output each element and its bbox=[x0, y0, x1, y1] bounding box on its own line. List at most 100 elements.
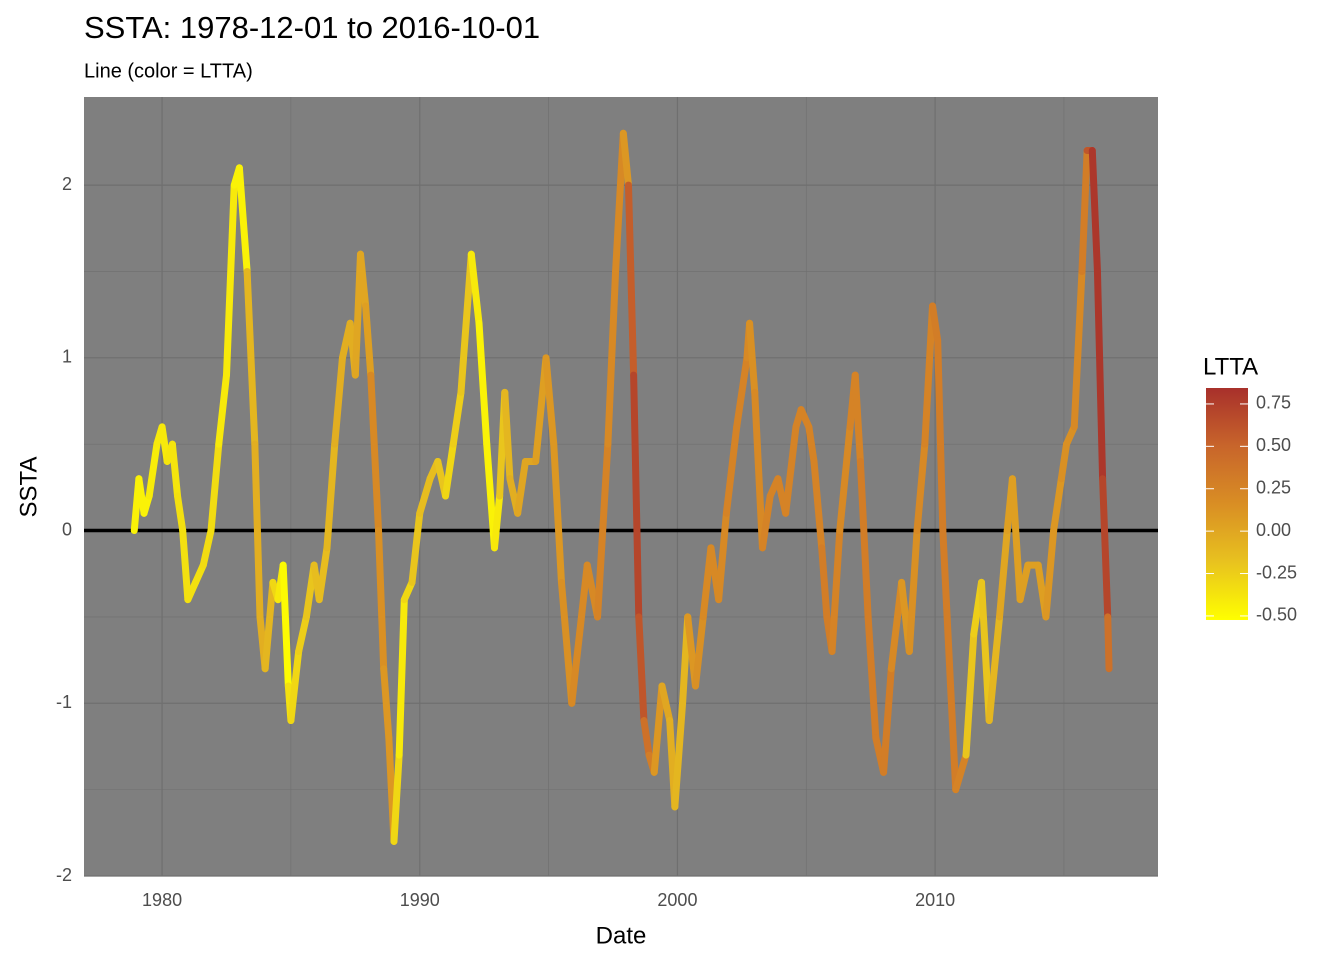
line-segment bbox=[174, 492, 187, 535]
line-segment bbox=[568, 630, 584, 707]
line-segment bbox=[287, 647, 303, 725]
line-segment bbox=[612, 129, 627, 275]
line-segment bbox=[449, 388, 465, 448]
line-segment bbox=[145, 440, 161, 500]
line-segment bbox=[836, 423, 854, 535]
line-segment bbox=[408, 509, 424, 586]
line-segment bbox=[1008, 475, 1024, 604]
line-segment bbox=[758, 492, 774, 552]
line-segment bbox=[856, 457, 872, 621]
line-segment bbox=[514, 457, 529, 517]
line-segment bbox=[235, 164, 251, 275]
line-segment bbox=[457, 250, 475, 396]
line-segment bbox=[550, 440, 565, 586]
line-segment bbox=[962, 630, 978, 759]
line-segment bbox=[805, 423, 818, 465]
line-segment bbox=[215, 371, 230, 448]
line-segment bbox=[715, 509, 730, 604]
x-tick-label: 2000 bbox=[657, 890, 697, 910]
line-segment bbox=[722, 423, 741, 517]
line-segment bbox=[490, 492, 504, 552]
line-segment bbox=[1050, 475, 1065, 535]
line-segment bbox=[913, 440, 929, 535]
line-segment bbox=[1042, 527, 1058, 621]
line-segment bbox=[947, 682, 960, 794]
y-axis-label: SSTA bbox=[15, 457, 42, 518]
legend-tick-label: -0.25 bbox=[1256, 562, 1297, 582]
line-segment bbox=[624, 181, 638, 379]
legend-tick-label: 0.75 bbox=[1256, 393, 1291, 413]
line-segment bbox=[929, 302, 942, 345]
line-segment bbox=[604, 267, 620, 448]
line-segment bbox=[751, 388, 766, 552]
line-segment bbox=[315, 544, 331, 604]
line-segment bbox=[331, 354, 346, 448]
line-segment bbox=[179, 527, 192, 604]
line-segment bbox=[222, 181, 238, 379]
legend-tick-label: 0.50 bbox=[1256, 435, 1291, 455]
line-segment bbox=[1093, 267, 1107, 483]
line-segment bbox=[251, 440, 264, 621]
line-segment bbox=[782, 423, 800, 517]
line-segment bbox=[828, 527, 844, 655]
line-segment bbox=[243, 267, 259, 448]
line-segment bbox=[880, 665, 895, 776]
line-segment bbox=[905, 527, 921, 655]
ssta-line bbox=[130, 129, 1113, 845]
y-tick-label: -1 bbox=[56, 692, 72, 712]
line-segment bbox=[851, 371, 864, 465]
line-segment bbox=[630, 371, 643, 621]
line-segment bbox=[691, 613, 707, 690]
line-segment bbox=[442, 440, 457, 500]
line-segment bbox=[542, 354, 558, 448]
x-axis-label: Date bbox=[596, 922, 647, 949]
line-segment bbox=[939, 527, 955, 690]
line-segment bbox=[467, 250, 483, 327]
line-segment bbox=[640, 717, 653, 759]
line-segment bbox=[619, 129, 632, 189]
line-segment bbox=[996, 527, 1011, 621]
line-segment bbox=[985, 613, 1004, 725]
line-segment bbox=[557, 578, 576, 707]
line-segment bbox=[475, 319, 491, 448]
line-segment bbox=[168, 440, 182, 500]
line-segment bbox=[261, 578, 277, 673]
line-segment bbox=[416, 475, 434, 517]
line-segment bbox=[362, 302, 375, 379]
line-segment bbox=[323, 440, 339, 552]
line-segment bbox=[952, 751, 970, 794]
y-tick-label: 2 bbox=[62, 174, 72, 194]
line-segment bbox=[380, 665, 393, 742]
line-segment bbox=[921, 302, 937, 448]
legend-tick-label: -0.50 bbox=[1256, 605, 1297, 625]
line-segment bbox=[1070, 267, 1086, 431]
line-segment bbox=[390, 751, 403, 845]
line-segment bbox=[934, 337, 947, 535]
line-segment bbox=[650, 682, 666, 776]
line-segment bbox=[356, 250, 370, 310]
line-segment bbox=[367, 371, 383, 535]
line-segment bbox=[658, 682, 674, 725]
line-segment bbox=[810, 457, 826, 552]
legend-tick-label: 0.00 bbox=[1256, 520, 1291, 540]
x-tick-label: 2010 bbox=[915, 890, 955, 910]
line-segment bbox=[733, 354, 751, 431]
x-tick-label: 1990 bbox=[400, 890, 440, 910]
y-tick-label: 1 bbox=[62, 347, 72, 367]
line-segment bbox=[746, 319, 759, 396]
line-segment bbox=[375, 527, 388, 673]
line-segment bbox=[671, 699, 687, 811]
line-segment bbox=[501, 388, 514, 483]
line-segment bbox=[207, 440, 223, 535]
chart-title: SSTA: 1978-12-01 to 2016-10-01 bbox=[84, 10, 540, 45]
line-segment bbox=[295, 613, 310, 655]
line-segment bbox=[977, 578, 993, 725]
line-segment bbox=[1057, 440, 1071, 483]
y-tick-label: -2 bbox=[56, 865, 72, 885]
colorbar bbox=[1206, 388, 1248, 620]
line-segment bbox=[635, 613, 648, 725]
line-segment bbox=[1088, 147, 1101, 275]
legend-tick-label: 0.25 bbox=[1256, 477, 1291, 497]
line-segment bbox=[864, 613, 880, 742]
line-segment bbox=[1016, 561, 1032, 604]
